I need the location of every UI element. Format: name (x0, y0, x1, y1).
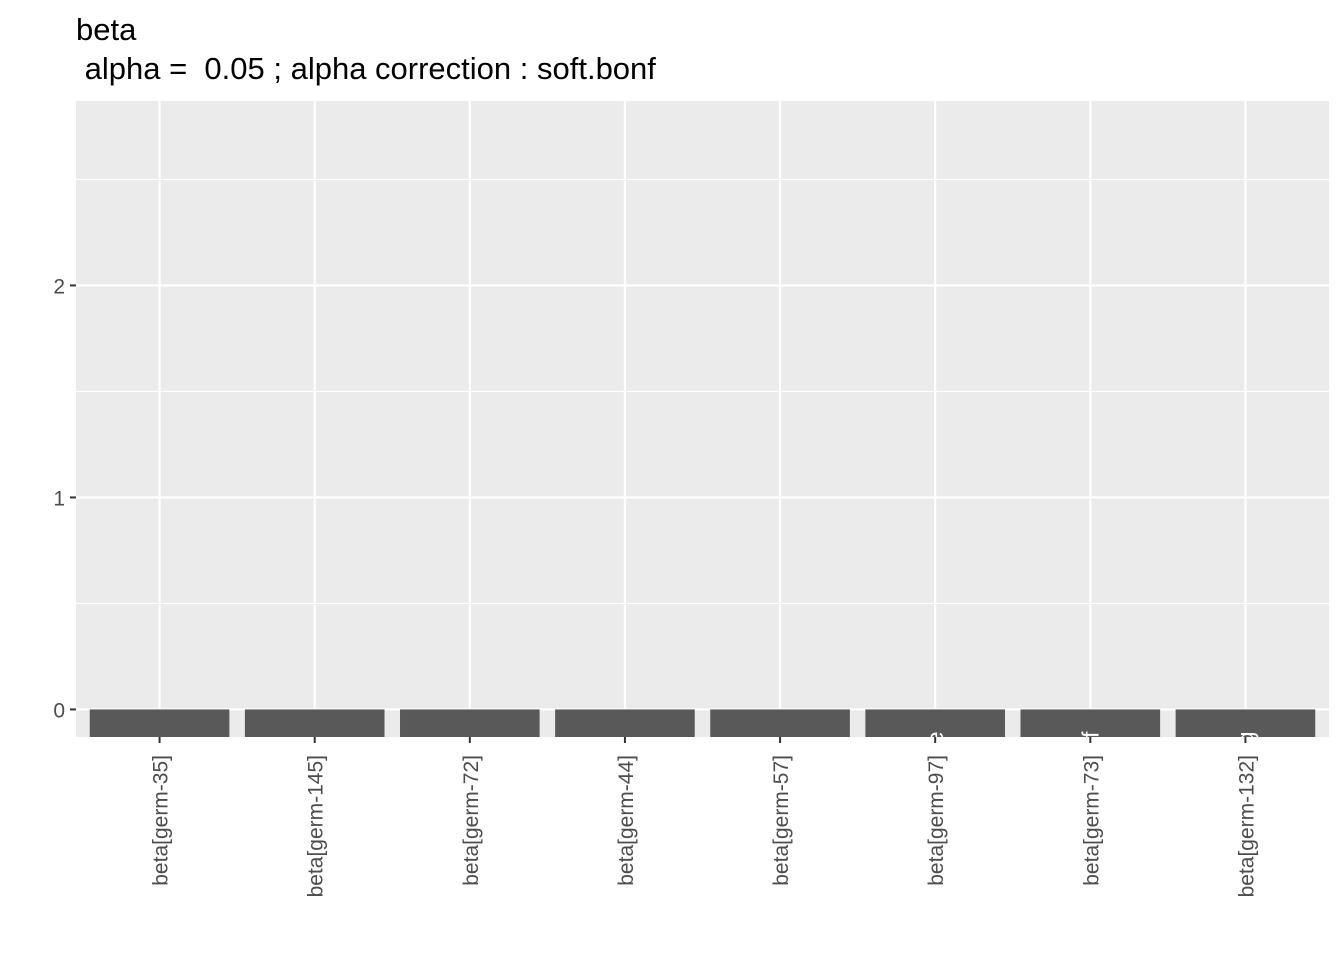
bar-label: efg (1232, 731, 1258, 763)
y-tick-label: 1 (53, 487, 65, 510)
x-tick-label: beta[germ-97] (925, 755, 948, 886)
bar (89, 709, 230, 737)
x-tick-label: beta[germ-44] (615, 755, 638, 886)
grid-lines (76, 101, 1329, 737)
x-tick-label: beta[germ-145] (305, 755, 328, 897)
x-tick-label: beta[germ-57] (770, 755, 793, 886)
x-tick-label: beta[germ-132] (1235, 755, 1258, 897)
y-tick-label: 0 (53, 699, 65, 722)
bar (555, 709, 695, 737)
bar (244, 709, 385, 737)
y-tick-label: 2 (53, 275, 65, 298)
y-axis: 0 1 2 (53, 275, 76, 722)
x-tick-label: beta[germ-73] (1080, 755, 1103, 886)
bar (1175, 709, 1316, 737)
chart-title: beta (76, 12, 137, 47)
bars (89, 709, 1316, 737)
x-axis: beta[germ-35] beta[germ-145] beta[germ-72]… (150, 737, 1258, 897)
bar (400, 709, 540, 737)
chart-subtitle: alpha = 0.05 ; alpha correction : soft.b… (76, 51, 656, 86)
x-tick-label: beta[germ-35] (150, 755, 173, 886)
x-tick-label: beta[germ-72] (460, 755, 483, 886)
bar (865, 709, 1005, 737)
bar (1020, 709, 1161, 737)
plot-panel (76, 101, 1329, 737)
bar (710, 709, 850, 737)
